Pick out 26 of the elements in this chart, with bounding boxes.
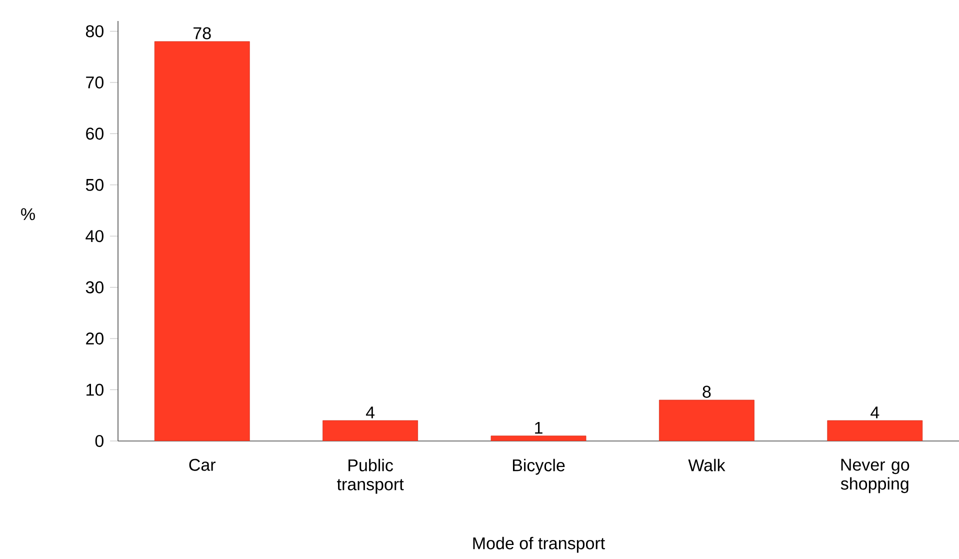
x-tick-label: Car [189,458,216,471]
data-label: 4 [870,406,880,418]
x-tick-label: Bicycle [512,458,565,475]
y-tick-label: 70 [86,76,104,88]
data-label: 1 [535,422,542,434]
x-tick-label: Never go shopping [840,458,910,494]
x-tick-label: Public transport [337,458,404,494]
y-tick-label: 40 [86,230,104,242]
y-tick-label: 0 [95,434,104,448]
data-label: 4 [366,406,375,418]
data-label: 8 [702,386,711,398]
data-label: 78 [194,27,211,40]
y-tick-label: 20 [86,332,104,345]
x-tick-label: Walk [688,458,726,472]
y-tick-label: 80 [86,25,104,38]
bar [322,420,418,441]
bar [490,436,586,441]
y-axis-title: % [21,208,35,220]
bar [154,41,250,441]
y-tick-label: 60 [86,128,104,140]
x-axis-title: Mode of transport [473,536,605,553]
y-tick-label: 30 [86,281,104,294]
y-tick-label: 10 [86,384,104,396]
y-tick-label: 50 [86,178,104,191]
bar [827,420,923,441]
bar [659,400,754,441]
